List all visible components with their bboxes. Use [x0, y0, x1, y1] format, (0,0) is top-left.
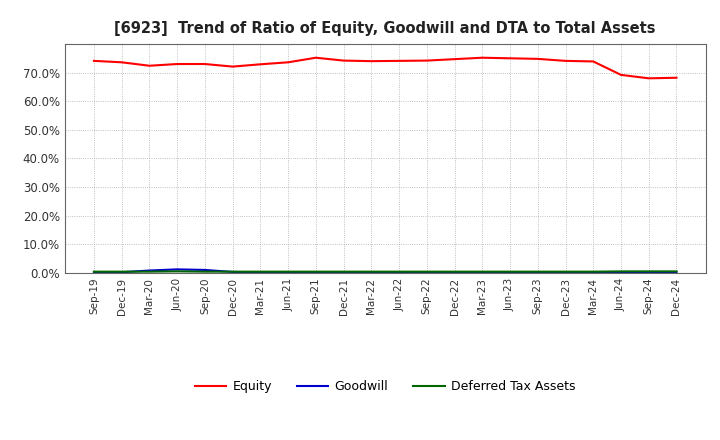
Goodwill — [534, 270, 542, 275]
Deferred Tax Assets — [89, 269, 98, 274]
Goodwill — [201, 267, 210, 272]
Equity — [284, 60, 292, 65]
Equity — [534, 56, 542, 62]
Deferred Tax Assets — [228, 269, 237, 274]
Goodwill — [423, 270, 431, 275]
Equity — [395, 58, 403, 63]
Goodwill — [256, 270, 265, 275]
Deferred Tax Assets — [450, 269, 459, 274]
Deferred Tax Assets — [644, 269, 653, 274]
Deferred Tax Assets — [589, 269, 598, 274]
Legend: Equity, Goodwill, Deferred Tax Assets: Equity, Goodwill, Deferred Tax Assets — [190, 375, 580, 398]
Goodwill — [284, 270, 292, 275]
Equity — [173, 61, 181, 66]
Equity — [312, 55, 320, 60]
Goodwill — [395, 270, 403, 275]
Goodwill — [339, 270, 348, 275]
Goodwill — [644, 270, 653, 275]
Deferred Tax Assets — [312, 269, 320, 274]
Deferred Tax Assets — [672, 269, 681, 274]
Deferred Tax Assets — [339, 269, 348, 274]
Deferred Tax Assets — [284, 269, 292, 274]
Goodwill — [145, 268, 154, 273]
Goodwill — [589, 270, 598, 275]
Deferred Tax Assets — [367, 269, 376, 274]
Equity — [89, 58, 98, 63]
Deferred Tax Assets — [145, 269, 154, 274]
Deferred Tax Assets — [201, 269, 210, 274]
Goodwill — [478, 270, 487, 275]
Equity — [339, 58, 348, 63]
Equity — [616, 72, 625, 77]
Goodwill — [228, 269, 237, 275]
Equity — [201, 61, 210, 66]
Deferred Tax Assets — [561, 269, 570, 274]
Deferred Tax Assets — [395, 269, 403, 274]
Line: Equity: Equity — [94, 58, 677, 78]
Equity — [423, 58, 431, 63]
Deferred Tax Assets — [616, 269, 625, 274]
Goodwill — [616, 270, 625, 275]
Goodwill — [672, 270, 681, 275]
Line: Goodwill: Goodwill — [94, 269, 677, 272]
Title: [6923]  Trend of Ratio of Equity, Goodwill and DTA to Total Assets: [6923] Trend of Ratio of Equity, Goodwil… — [114, 21, 656, 36]
Deferred Tax Assets — [117, 269, 126, 274]
Equity — [561, 58, 570, 63]
Goodwill — [312, 270, 320, 275]
Deferred Tax Assets — [173, 269, 181, 274]
Goodwill — [367, 270, 376, 275]
Goodwill — [89, 270, 98, 275]
Deferred Tax Assets — [505, 269, 514, 274]
Goodwill — [505, 270, 514, 275]
Equity — [450, 56, 459, 62]
Equity — [145, 63, 154, 68]
Goodwill — [117, 270, 126, 275]
Goodwill — [561, 270, 570, 275]
Equity — [117, 60, 126, 65]
Equity — [589, 59, 598, 64]
Deferred Tax Assets — [423, 269, 431, 274]
Equity — [505, 55, 514, 61]
Equity — [672, 75, 681, 81]
Equity — [367, 59, 376, 64]
Equity — [478, 55, 487, 60]
Equity — [256, 62, 265, 67]
Deferred Tax Assets — [256, 269, 265, 274]
Deferred Tax Assets — [534, 269, 542, 274]
Equity — [228, 64, 237, 69]
Goodwill — [450, 270, 459, 275]
Deferred Tax Assets — [478, 269, 487, 274]
Equity — [644, 76, 653, 81]
Goodwill — [173, 267, 181, 272]
